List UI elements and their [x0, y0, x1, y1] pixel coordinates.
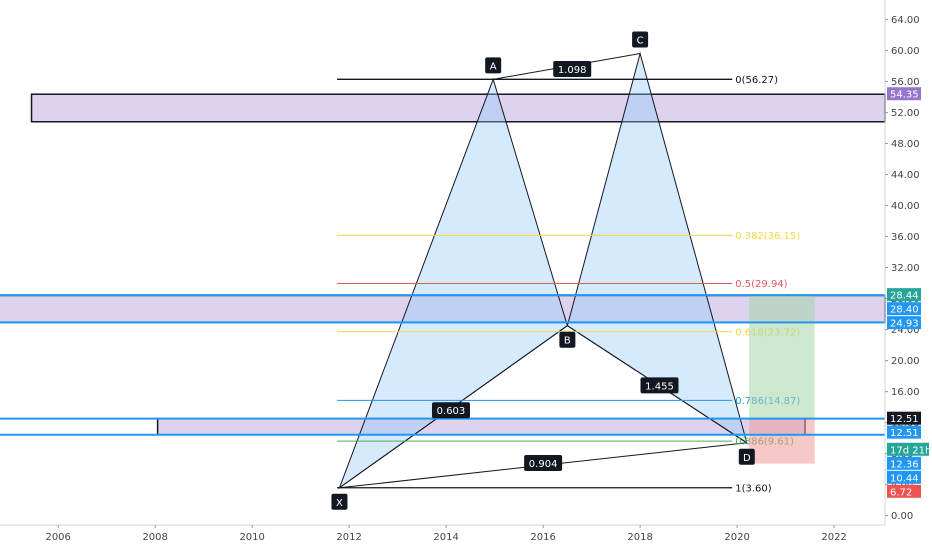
- pattern-labels-layer: X A B C D 1.098 0.603 1.455 0.904: [331, 31, 755, 510]
- x-tick-label-4: 2014: [433, 532, 458, 543]
- pattern-ratio-label-0: 1.098: [558, 65, 587, 76]
- x-tick-label-7: 2020: [724, 532, 749, 543]
- pattern-ratio-box-0: [553, 61, 592, 78]
- price-tag-label-8: 10.44: [890, 473, 919, 484]
- y-tick-label-11: 20.00: [891, 356, 920, 367]
- y-tick-label-16: 0.00: [891, 511, 913, 522]
- y-tick-label-2: 56.00: [891, 77, 920, 88]
- x-tick-label-1: 2008: [142, 532, 167, 543]
- x-tick-label-0: 2006: [45, 532, 70, 543]
- position-loss-area: [749, 418, 815, 464]
- price-tag-label-5: 12.51: [890, 428, 919, 439]
- h-lines-layer: [0, 294, 885, 436]
- price-tag-label-7: 12.36: [890, 459, 919, 470]
- pattern-point-box-0: [331, 493, 348, 510]
- pattern-ratio-label-3: 0.904: [529, 459, 558, 470]
- pattern-point-label-2: B: [564, 336, 571, 347]
- price-tag-label-4: 12.51: [890, 414, 919, 425]
- price-tag-box-5: [887, 425, 921, 439]
- price-tag-box-1: [887, 288, 921, 302]
- x-tick-label-2: 2010: [239, 532, 264, 543]
- price-tag-label-3: 24.93: [890, 319, 919, 330]
- pattern-ratio-label-1: 0.603: [437, 406, 466, 417]
- y-tick-label-12: 16.00: [891, 387, 920, 398]
- zone-box-2: [156, 417, 806, 436]
- y-tick-label-8: 32.00: [891, 263, 920, 274]
- price-tag-box-7: [887, 456, 921, 470]
- y-tick-label-6: 40.00: [891, 201, 920, 212]
- pattern-point-box-2: [559, 331, 576, 348]
- y-tick-label-5: 44.00: [891, 170, 920, 181]
- pattern-ratio-box-2: [640, 377, 679, 394]
- fib-label-2: 0.5(29.94): [735, 279, 787, 290]
- y-tick-label-3: 52.00: [891, 108, 920, 119]
- x-tick-label-6: 2018: [627, 532, 652, 543]
- price-tag-box-6: [887, 442, 929, 456]
- pattern-point-box-1: [485, 57, 502, 74]
- y-tick-label-7: 36.00: [891, 232, 920, 243]
- pattern-ratio-box-1: [431, 402, 470, 419]
- price-tag-box-8: [887, 470, 921, 484]
- price-tag-box-9: [887, 484, 921, 498]
- y-tick-label-1: 60.00: [891, 46, 920, 57]
- fib-label-1: 0.382(36.15): [735, 231, 800, 242]
- price-tag-box-4: [887, 411, 921, 425]
- zone-box-0: [30, 93, 886, 123]
- price-tag-box-0: [887, 87, 921, 101]
- price-tag-label-9: 6.72: [890, 487, 912, 498]
- pattern-ratio-label-2: 1.455: [645, 381, 674, 392]
- pattern-point-label-3: C: [637, 36, 644, 47]
- price-tag-label-1: 28.44: [890, 291, 919, 302]
- fib-label-0: 0(56.27): [735, 75, 778, 86]
- pattern-point-box-3: [632, 31, 649, 48]
- price-tag-label-0: 54.35: [890, 90, 919, 101]
- pattern-point-label-1: A: [490, 61, 497, 72]
- x-tick-label-3: 2012: [336, 532, 361, 543]
- fib-label-6: 1(3.60): [735, 483, 772, 494]
- position-profit-area: [749, 295, 815, 419]
- y-tick-label-10: 24.00: [891, 325, 920, 336]
- price-tags-layer: 54.35 28.44 28.40 24.93 12.51 12.51 17d 21h 12.…: [887, 87, 931, 498]
- price-tag-box-3: [887, 316, 921, 330]
- pattern-point-label-0: X: [336, 498, 343, 509]
- pattern-point-box-4: [738, 448, 755, 465]
- y-tick-label-4: 48.00: [891, 139, 920, 150]
- x-tick-label-5: 2016: [530, 532, 555, 543]
- pattern-point-label-4: D: [743, 453, 751, 464]
- x-tick-label-8: 2022: [821, 532, 846, 543]
- y-tick-label-0: 64.00: [891, 15, 920, 26]
- price-tag-label-2: 28.40: [890, 305, 919, 316]
- pattern-ratio-box-3: [524, 454, 563, 471]
- price-tag-box-2: [887, 302, 921, 316]
- price-tag-label-6: 17d 21h: [890, 445, 931, 456]
- position-box-layer: [749, 295, 815, 464]
